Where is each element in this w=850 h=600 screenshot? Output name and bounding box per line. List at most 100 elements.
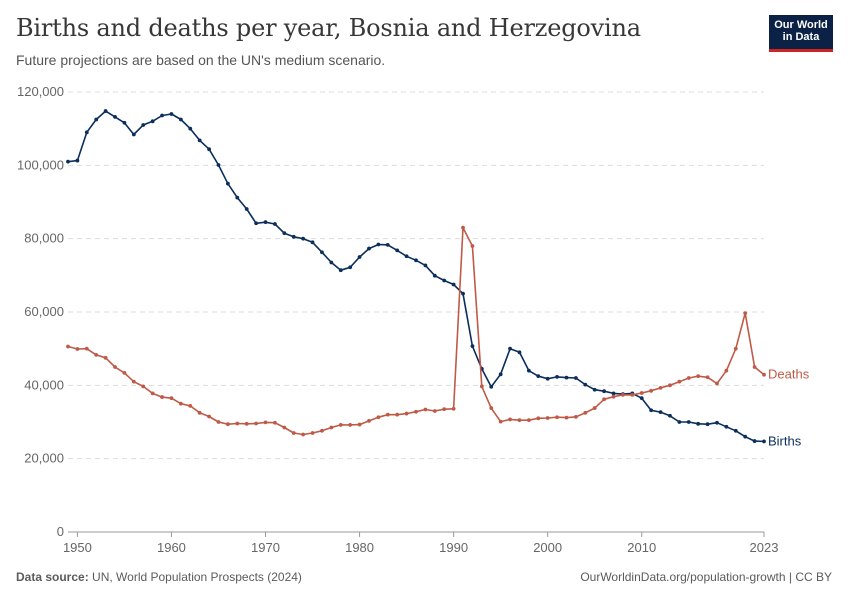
births-point <box>498 372 503 377</box>
deaths-point <box>395 412 400 417</box>
deaths-point <box>564 415 569 420</box>
births-point <box>696 421 701 426</box>
births-point <box>639 396 644 401</box>
births-point <box>592 387 597 392</box>
births-point <box>301 236 306 241</box>
births-point <box>66 159 70 164</box>
x-axis: 1950 1960 1970 1980 1990 2000 2010 2023 <box>63 531 779 555</box>
deaths-point <box>254 421 259 426</box>
series-deaths <box>66 225 766 437</box>
deaths-point <box>677 379 682 384</box>
births-point <box>649 408 654 413</box>
footer-link[interactable]: OurWorldinData.org/population-growth | C… <box>580 570 832 584</box>
deaths-point <box>498 419 503 424</box>
births-point <box>517 350 522 355</box>
births-point <box>526 368 531 373</box>
deaths-point <box>376 415 381 420</box>
deaths-point <box>724 368 729 373</box>
births-point <box>573 376 578 380</box>
x-tick-label: 1950 <box>63 540 92 555</box>
deaths-point <box>84 346 89 351</box>
deaths-point <box>611 394 616 399</box>
births-point <box>131 132 136 137</box>
births-point <box>733 428 738 433</box>
births-point <box>705 422 710 427</box>
deaths-point <box>338 423 343 427</box>
births-point <box>470 344 475 348</box>
deaths-point <box>583 410 588 415</box>
deaths-point <box>113 365 117 369</box>
births-point <box>225 181 230 186</box>
births-point <box>84 130 89 135</box>
deaths-point <box>103 355 108 360</box>
deaths-point <box>66 344 70 349</box>
x-tick-label: 2010 <box>627 540 656 555</box>
deaths-point <box>225 422 230 427</box>
births-point <box>564 375 569 380</box>
births-point <box>602 389 607 394</box>
deaths-point <box>122 370 127 375</box>
births-point <box>724 424 729 429</box>
deaths-point <box>555 415 559 420</box>
births-point <box>583 382 588 387</box>
deaths-point <box>649 388 654 393</box>
deaths-point <box>216 420 221 424</box>
births-point <box>338 268 343 273</box>
births-point <box>536 374 541 379</box>
data-source-label: Data source: <box>16 570 89 584</box>
deaths-point <box>404 411 409 416</box>
births-point <box>197 138 202 143</box>
y-tick-label: 100,000 <box>17 157 64 172</box>
births-point <box>207 147 211 152</box>
deaths-point <box>310 431 315 435</box>
y-tick-label: 120,000 <box>17 84 64 99</box>
x-tick-label: 1970 <box>251 540 280 555</box>
births-point <box>310 240 315 245</box>
deaths-point <box>320 428 324 433</box>
births-line <box>67 110 765 443</box>
births-point <box>75 158 80 163</box>
deaths-point <box>207 414 211 419</box>
gridlines <box>68 91 764 460</box>
deaths-point <box>291 431 296 435</box>
series-label-births: Births <box>768 433 802 448</box>
x-tick-label: 2023 <box>750 540 779 555</box>
deaths-point <box>329 425 334 430</box>
births-point <box>414 258 418 263</box>
births-point <box>291 234 296 239</box>
data-source: Data source: UN, World Population Prospe… <box>16 570 302 584</box>
births-point <box>668 413 672 418</box>
deaths-point <box>442 407 447 412</box>
births-point <box>169 112 174 116</box>
x-tick-label: 1960 <box>157 540 186 555</box>
deaths-point <box>733 346 738 351</box>
births-point <box>103 109 108 113</box>
owid-logo[interactable]: Our World in Data <box>769 15 833 52</box>
births-point <box>555 375 559 379</box>
series-lines <box>66 109 766 444</box>
births-point <box>141 123 146 127</box>
births-point <box>545 376 550 381</box>
births-point <box>367 246 371 251</box>
deaths-point <box>489 406 494 410</box>
deaths-point <box>348 423 353 427</box>
births-point <box>376 242 381 247</box>
deaths-point <box>602 397 607 402</box>
chart-title: Births and deaths per year, Bosnia and H… <box>16 14 641 42</box>
deaths-point <box>235 421 240 426</box>
deaths-point <box>423 407 428 412</box>
deaths-point <box>197 410 202 415</box>
x-tick-label: 1990 <box>439 540 468 555</box>
deaths-point <box>715 381 719 386</box>
births-point <box>461 291 465 296</box>
deaths-point <box>668 383 672 388</box>
series-births <box>66 109 766 444</box>
births-point <box>423 263 428 268</box>
deaths-point <box>451 406 456 411</box>
deaths-point <box>188 403 193 408</box>
series-labels: Deaths Births <box>768 367 810 449</box>
deaths-point <box>94 353 99 357</box>
deaths-point <box>536 416 541 421</box>
births-point <box>329 260 334 265</box>
